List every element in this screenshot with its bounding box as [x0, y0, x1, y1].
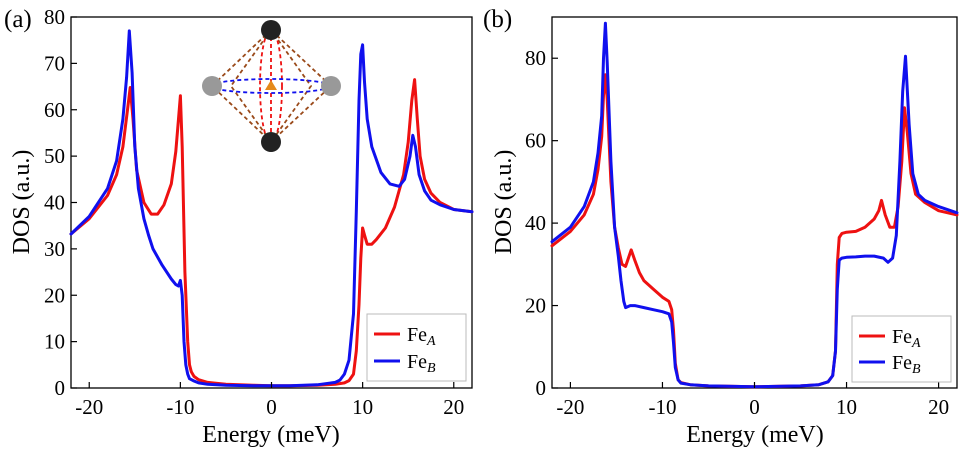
x-tick-label-a: 10: [352, 395, 373, 419]
panel-label-b: (b): [483, 6, 512, 33]
panel-label-a: (a): [4, 6, 32, 33]
x-tick-label-b: 20: [928, 395, 949, 419]
x-tick-label-b: -10: [648, 395, 676, 419]
panel-b: (b) -20 -10 0 10 20 0 20 40 60 80 Energy (meV) DO…: [483, 6, 959, 448]
y-tick-label-a: 20: [44, 283, 65, 307]
inset-grey-atom-left: [202, 76, 222, 96]
x-axis-label-a: Energy (meV): [202, 422, 340, 448]
legend-label-fe-a: FeA: [892, 326, 921, 351]
x-tick-label-a: -20: [75, 395, 103, 419]
y-tick-label-b: 80: [525, 46, 546, 70]
y-tick-label-a: 10: [44, 330, 65, 354]
inset-dark-atom-bottom: [261, 132, 281, 152]
y-tick-label-a: 50: [44, 144, 65, 168]
y-tick-label-a: 40: [44, 191, 65, 215]
legend-box-b: [851, 315, 952, 383]
inset-octahedron: [202, 20, 341, 152]
x-tick-label-b: 10: [836, 395, 857, 419]
y-axis-label-b: DOS (a.u.): [491, 150, 517, 255]
legend-b: FeA FeB: [851, 315, 952, 383]
legend-label-fe-b: FeB: [407, 351, 436, 376]
x-axis-label-b: Energy (meV): [686, 422, 824, 448]
inset-grey-atom-right: [321, 76, 341, 96]
series-line-feb-b: [550, 21, 959, 389]
y-tick-label-b: 40: [525, 211, 546, 235]
y-tick-label-b: 20: [525, 294, 546, 318]
y-axis-label-a: DOS (a.u.): [9, 150, 35, 255]
legend-label-fe-a: FeA: [407, 324, 436, 349]
y-tick-label-a: 70: [44, 51, 65, 75]
x-tick-label-a: 20: [443, 395, 464, 419]
y-tick-label-a: 0: [55, 376, 66, 400]
y-tick-label-b: 60: [525, 129, 546, 153]
series-line-feb-a: [69, 29, 474, 388]
legend-box-a: [366, 313, 467, 382]
x-tick-label-b: -20: [556, 395, 584, 419]
ticks-b: -20 -10 0 10 20 0 20 40 60 80: [525, 46, 949, 419]
inset-dark-atom-top: [261, 20, 281, 40]
inset-center-marker: [265, 80, 277, 90]
x-tick-label-a: -10: [166, 395, 194, 419]
ticks-a: -20 -10 0 10 20 0 10 20 30 40 50 60 70 80: [44, 5, 464, 419]
panel-a: (a) -20 -10 0 10 20 0 10 20 30 40 50 60 70 80 Energy …: [4, 5, 474, 448]
y-tick-label-a: 60: [44, 98, 65, 122]
legend-label-fe-b: FeB: [892, 352, 921, 377]
y-tick-label-a: 30: [44, 237, 65, 261]
y-tick-label-a: 80: [44, 5, 65, 29]
y-tick-label-b: 0: [536, 376, 547, 400]
curves-b: [550, 21, 959, 389]
x-tick-label-b: 0: [749, 395, 760, 419]
x-tick-label-a: 0: [266, 395, 277, 419]
legend-a: FeA FeB: [366, 313, 467, 382]
